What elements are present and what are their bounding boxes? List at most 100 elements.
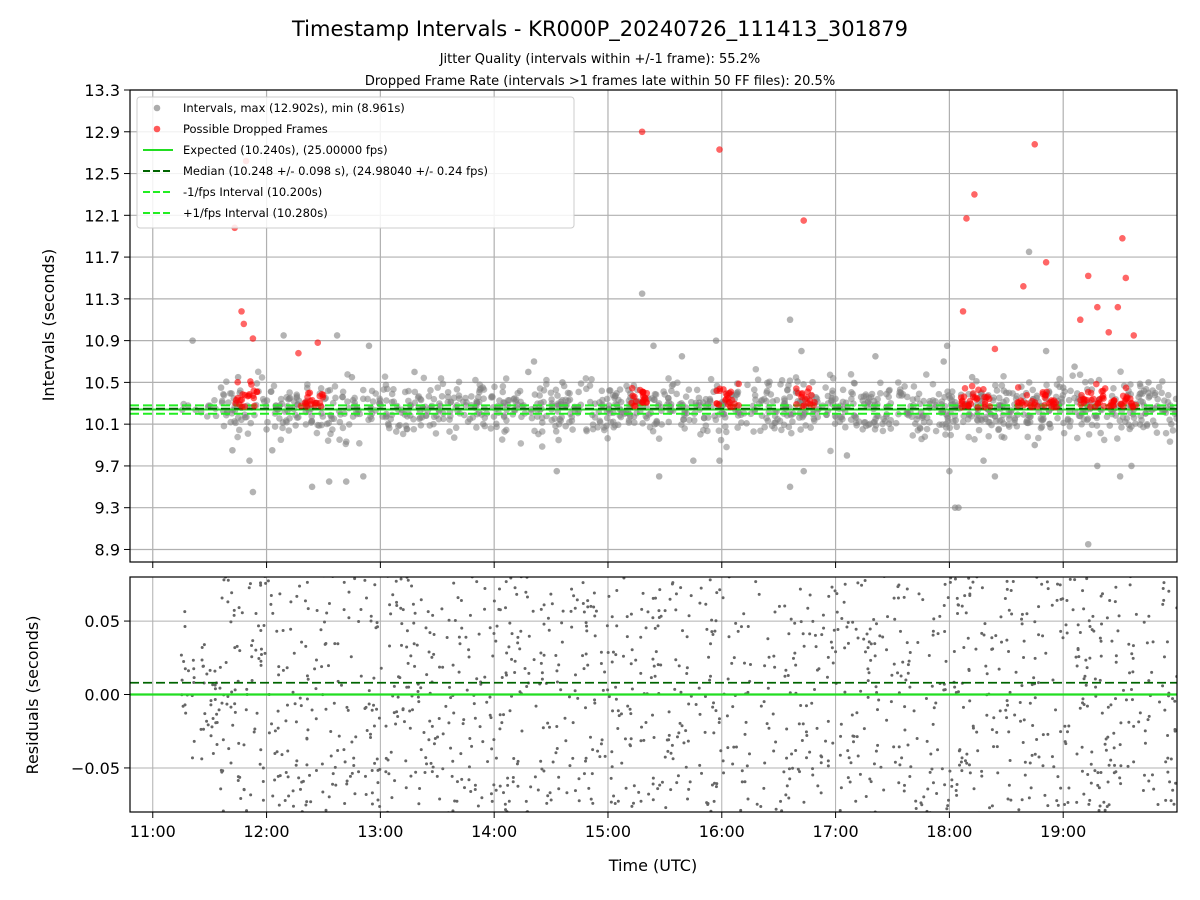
residual-point [1059,786,1063,790]
residuals-xtick-label: 16:00 [699,822,745,841]
residual-point [785,727,789,731]
interval-point [668,387,675,395]
residual-point [1078,706,1082,710]
residual-point [835,610,839,614]
residual-point [1009,589,1013,593]
interval-point [955,504,962,511]
residual-point [384,770,388,774]
residual-point [1075,752,1079,756]
residual-point [963,759,967,763]
interval-point [1093,422,1101,429]
residual-point [607,695,611,699]
interval-point [339,424,347,432]
residual-point [347,616,351,620]
residual-point [712,799,716,803]
residual-point [671,757,675,761]
residual-point [779,799,783,803]
residual-point [542,653,546,657]
interval-point [388,398,396,406]
residual-point [897,781,901,785]
residual-point [281,629,285,633]
residual-point [906,663,910,667]
residual-point [826,655,830,659]
residual-point [542,769,546,773]
interval-point [1060,419,1067,427]
residual-point [506,776,510,780]
residual-point [820,633,824,637]
residual-point [1036,681,1040,685]
residual-point [1065,598,1069,602]
residual-point [592,591,596,595]
interval-point [317,384,325,392]
residual-point [1143,729,1147,733]
residual-point [512,757,516,761]
residual-point [998,709,1002,713]
dropped-frame-point [1091,403,1099,410]
residual-point [1147,714,1151,718]
residual-point [432,652,436,656]
residual-point [908,685,912,689]
interval-point [232,419,239,427]
interval-point [365,342,373,350]
interval-point [646,423,654,431]
residual-point [570,587,574,591]
residual-point [539,661,543,665]
residual-point [491,654,495,658]
residual-point [1086,772,1090,776]
residual-point [464,635,468,639]
residual-point [1099,594,1103,598]
interval-point [319,413,327,420]
dropped-frame-point [959,308,967,315]
residual-point [352,763,356,767]
residual-point [238,649,242,653]
residual-point [343,760,347,764]
residual-point [1061,636,1065,640]
dropped-frame-point [960,393,968,401]
residual-point [1114,585,1118,589]
interval-point [410,425,418,433]
residual-point [1033,620,1037,624]
residual-point [452,711,456,715]
residual-point [964,611,968,615]
interval-point [789,418,796,426]
residual-point [1161,586,1165,590]
interval-point [887,416,895,424]
residual-point [783,674,787,678]
residual-point [762,786,766,790]
residual-point [202,643,206,647]
residual-point [229,705,233,709]
residual-point [1020,798,1024,802]
residual-point [990,636,994,640]
interval-point [403,425,411,433]
residual-point [584,706,588,710]
residual-point [961,705,965,709]
interval-point [548,396,555,403]
interval-point [562,396,569,404]
residual-point [547,628,551,632]
residual-point [1097,786,1101,790]
residual-point [492,631,496,635]
interval-point [1043,381,1050,389]
residual-point [831,741,835,745]
interval-point [1067,417,1074,425]
interval-point [280,332,287,339]
residual-point [808,593,812,597]
residual-point [1166,733,1170,737]
residual-point [1090,750,1094,754]
residual-point [785,756,789,760]
residual-point [808,632,812,636]
residual-point [967,577,971,580]
residual-point [494,788,498,792]
interval-point [437,375,445,382]
interval-point [763,397,770,405]
residual-point [1010,612,1014,616]
dropped-frame-point [1081,395,1088,403]
residual-point [1068,577,1072,581]
residual-point [855,735,859,739]
residual-point [276,726,280,730]
residual-point [1077,655,1081,659]
residual-point [1127,642,1131,646]
interval-point [786,377,794,384]
residual-point [616,727,620,731]
residual-point [220,596,224,600]
